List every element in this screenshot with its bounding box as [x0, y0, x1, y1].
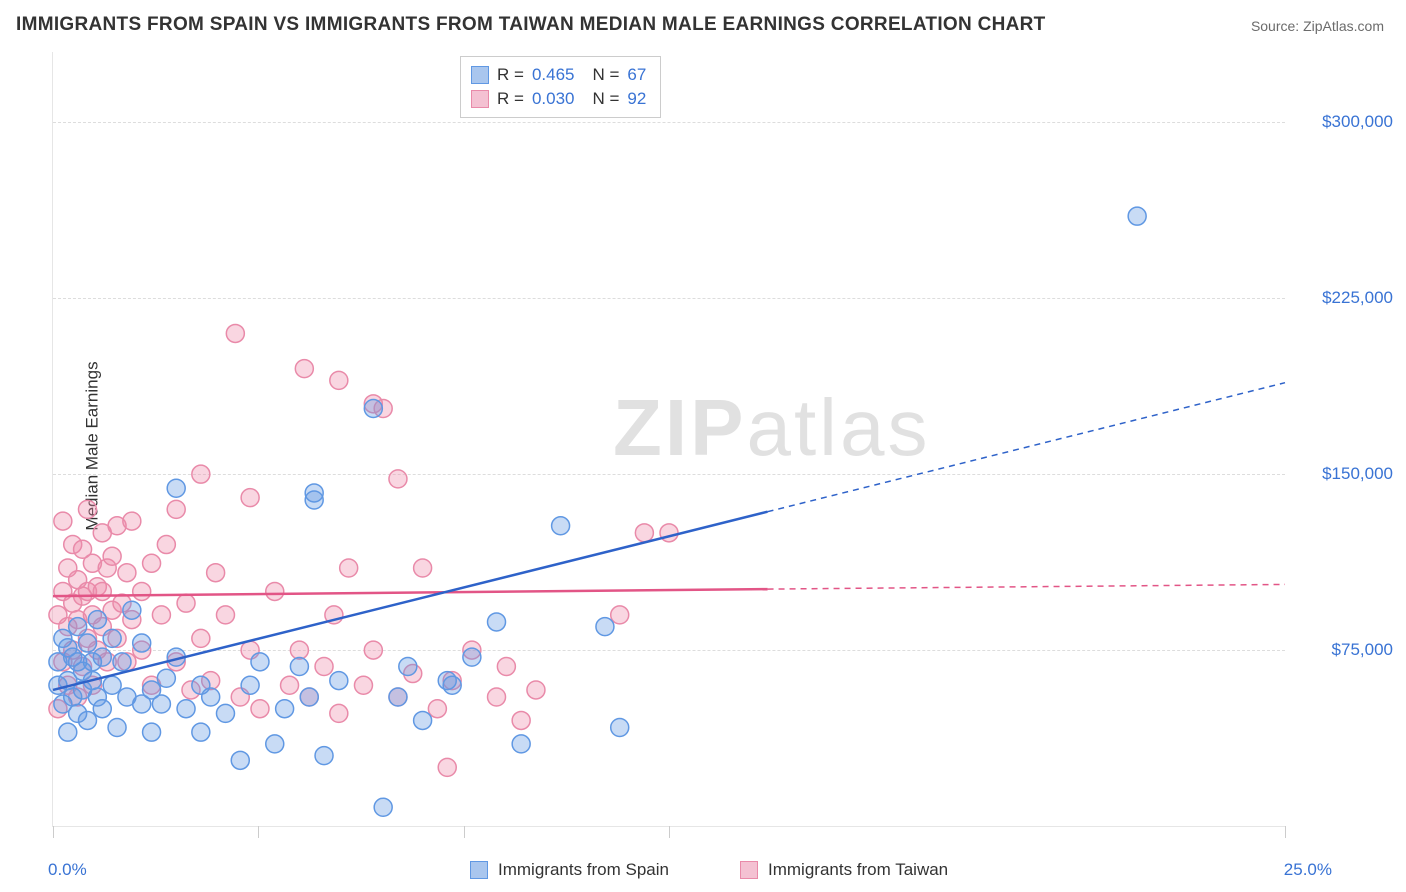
x-tick [53, 826, 54, 838]
r-value-taiwan: 0.030 [532, 87, 575, 111]
swatch-taiwan-icon [471, 90, 489, 108]
swatch-taiwan-icon [740, 861, 758, 879]
swatch-spain-icon [471, 66, 489, 84]
legend-row-spain: R = 0.465 N = 67 [471, 63, 646, 87]
legend-row-taiwan: R = 0.030 N = 92 [471, 87, 646, 111]
legend-label-spain: Immigrants from Spain [498, 860, 669, 880]
x-min-label: 0.0% [48, 860, 87, 880]
legend-label-taiwan: Immigrants from Taiwan [768, 860, 948, 880]
y-tick-label: $225,000 [1322, 288, 1393, 308]
x-tick [1285, 826, 1286, 838]
x-tick [669, 826, 670, 838]
x-tick [258, 826, 259, 838]
legend-taiwan: Immigrants from Taiwan [740, 860, 948, 880]
swatch-spain-icon [470, 861, 488, 879]
r-label: R = [497, 63, 524, 87]
n-label: N = [592, 87, 619, 111]
correlation-legend: R = 0.465 N = 67 R = 0.030 N = 92 [460, 56, 661, 118]
source-label: Source: ZipAtlas.com [1251, 18, 1384, 34]
n-value-taiwan: 92 [627, 87, 646, 111]
plot-svg [53, 52, 1285, 826]
n-label: N = [592, 63, 619, 87]
chart-title: IMMIGRANTS FROM SPAIN VS IMMIGRANTS FROM… [16, 14, 1046, 36]
n-value-spain: 67 [627, 63, 646, 87]
y-tick-label: $75,000 [1332, 640, 1393, 660]
r-label: R = [497, 87, 524, 111]
y-tick-label: $150,000 [1322, 464, 1393, 484]
r-value-spain: 0.465 [532, 63, 575, 87]
x-max-label: 25.0% [1284, 860, 1332, 880]
x-tick [464, 826, 465, 838]
y-tick-label: $300,000 [1322, 112, 1393, 132]
plot-area: ZIPatlas $75,000$150,000$225,000$300,000 [52, 52, 1285, 827]
legend-spain: Immigrants from Spain [470, 860, 669, 880]
chart-container: IMMIGRANTS FROM SPAIN VS IMMIGRANTS FROM… [0, 0, 1406, 892]
